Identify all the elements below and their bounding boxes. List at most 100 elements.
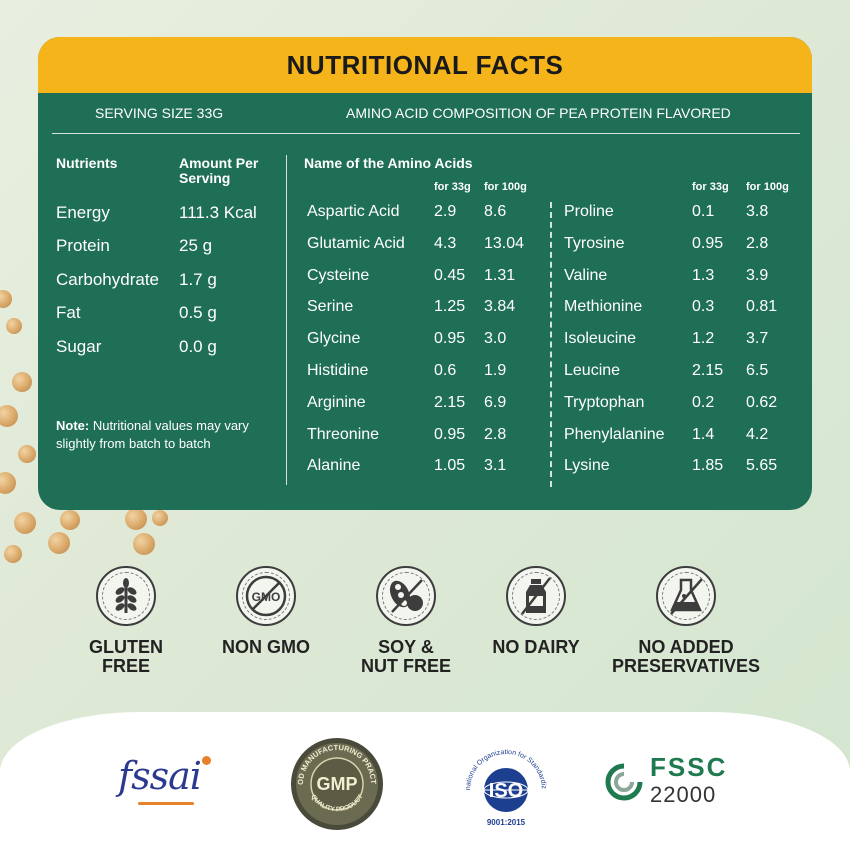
flask-icon <box>656 566 716 626</box>
batch-note: Note: Nutritional values may vary slight… <box>56 418 249 451</box>
amino-value-100g: 2.8 <box>746 235 769 252</box>
amino-acid-name: Serine <box>307 298 354 315</box>
amino-value-100g: 3.9 <box>746 267 769 284</box>
amino-value-100g: 0.81 <box>746 298 778 315</box>
amino-value-33g: 1.2 <box>692 330 715 347</box>
amino-value-33g: 0.95 <box>434 330 466 347</box>
nutrient-value: 0.5 g <box>179 303 217 322</box>
amino-acid-name: Tryptophan <box>564 394 645 411</box>
amino-acid-name: Phenylalanine <box>564 426 665 443</box>
amino-acid-name: Arginine <box>307 394 366 411</box>
nutrient-value: 25 g <box>179 236 213 255</box>
svg-text:GMP: GMP <box>316 774 357 794</box>
svg-text:ISO: ISO <box>489 780 523 802</box>
fssai-logo: fssai <box>118 754 211 805</box>
amino-value-100g: 3.7 <box>746 330 769 347</box>
amino-value-100g: 8.6 <box>484 203 507 220</box>
amino-value-33g: 1.3 <box>692 267 715 284</box>
svg-text:GMO: GMO <box>252 590 281 604</box>
non-gmo-badge: GMO NON GMO <box>186 566 346 657</box>
gmp-logo: GOOD MANUFACTURING PRACTICE GMP QUALITY … <box>286 729 385 837</box>
amino-value-100g: 1.31 <box>484 267 516 284</box>
amino-value-100g: 5.65 <box>746 457 778 474</box>
amino-acid-name: Aspartic Acid <box>307 203 400 220</box>
nutrients-header: Nutrients <box>56 155 118 171</box>
nutrient-name: Protein <box>56 236 110 255</box>
divider <box>52 133 800 134</box>
wheat-icon <box>96 566 156 626</box>
for-100g-header: for 100g <box>484 181 527 193</box>
certifications-footer: fssai GOOD MANUFACTURING PRACTICE GMP QU… <box>0 712 850 850</box>
no-preservatives-badge: NO ADDED PRESERVATIVES <box>606 566 766 676</box>
card-header: NUTRITIONAL FACTS <box>38 37 812 93</box>
soy-nut-free-badge: SOY & NUT FREE <box>326 566 486 676</box>
amino-value-33g: 2.15 <box>434 394 466 411</box>
for-33g-header: for 33g <box>434 181 471 193</box>
nutrient-name: Fat <box>56 303 81 322</box>
amino-value-100g: 2.8 <box>484 426 507 443</box>
amino-value-33g: 0.6 <box>434 362 457 379</box>
amino-value-33g: 0.1 <box>692 203 715 220</box>
amino-value-33g: 4.3 <box>434 235 457 252</box>
amino-value-33g: 0.3 <box>692 298 715 315</box>
gmo-icon: GMO <box>236 566 296 626</box>
nutrient-name: Energy <box>56 203 110 222</box>
amino-value-33g: 1.25 <box>434 298 466 315</box>
amino-value-100g: 3.0 <box>484 330 507 347</box>
nutrient-value: 1.7 g <box>179 270 217 289</box>
amino-value-33g: 0.45 <box>434 267 466 284</box>
amount-header: Amount Per Serving <box>179 155 259 186</box>
amino-acid-name: Threonine <box>307 426 380 443</box>
amino-value-33g: 2.15 <box>692 362 724 379</box>
iso-logo: International Organization for Standardi… <box>456 735 554 837</box>
fssc-emblem-icon <box>605 763 643 801</box>
badge-label: NO ADDED PRESERVATIVES <box>611 637 761 676</box>
amino-acid-name: Lysine <box>564 457 610 474</box>
nutrient-name: Sugar <box>56 337 102 356</box>
amino-acid-heading: AMINO ACID COMPOSITION OF PEA PROTEIN FL… <box>346 105 731 121</box>
badge-label: GLUTEN FREE <box>89 637 163 676</box>
soy-nut-icon <box>376 566 436 626</box>
amino-value-100g: 6.9 <box>484 394 507 411</box>
amino-value-100g: 4.2 <box>746 426 769 443</box>
amino-acid-name: Tyrosine <box>564 235 625 252</box>
amino-acid-name: Leucine <box>564 362 621 379</box>
nutrient-value: 0.0 g <box>179 337 217 356</box>
for-100g-header: for 100g <box>746 181 789 193</box>
nutrient-value: 111.3 Kcal <box>179 203 257 222</box>
badge-label: NON GMO <box>222 637 310 657</box>
divider <box>550 202 552 487</box>
amino-value-33g: 1.85 <box>692 457 724 474</box>
amino-value-33g: 0.2 <box>692 394 715 411</box>
amino-value-33g: 1.4 <box>692 426 715 443</box>
nutrition-card: NUTRITIONAL FACTS SERVING SIZE 33G AMINO… <box>38 37 812 510</box>
badge-label: NO DAIRY <box>492 637 580 657</box>
amino-acid-name: Glutamic Acid <box>307 235 405 252</box>
gluten-free-badge: GLUTEN FREE <box>46 566 206 676</box>
amino-acid-name: Histidine <box>307 362 369 379</box>
amino-value-100g: 6.5 <box>746 362 769 379</box>
amino-value-33g: 0.95 <box>434 426 466 443</box>
fssc-logo: FSSC 22000 <box>604 752 734 812</box>
amino-acid-name: Proline <box>564 203 614 220</box>
amino-name-header: Name of the Amino Acids <box>304 155 473 171</box>
amino-value-33g: 0.95 <box>692 235 724 252</box>
amino-value-33g: 1.05 <box>434 457 466 474</box>
amino-acid-name: Glycine <box>307 330 361 347</box>
card-title: NUTRITIONAL FACTS <box>286 49 564 80</box>
milk-bottle-icon <box>506 566 566 626</box>
nutrient-name: Carbohydrate <box>56 270 160 289</box>
amino-acid-name: Methionine <box>564 298 643 315</box>
badge-label: SOY & NUT FREE <box>361 637 451 676</box>
amino-value-33g: 2.9 <box>434 203 457 220</box>
amino-acid-name: Alanine <box>307 457 361 474</box>
amino-value-100g: 3.84 <box>484 298 516 315</box>
amino-acid-name: Isoleucine <box>564 330 637 347</box>
amino-value-100g: 1.9 <box>484 362 507 379</box>
amino-acid-name: Cysteine <box>307 267 370 284</box>
amino-value-100g: 3.1 <box>484 457 507 474</box>
serving-size-label: SERVING SIZE 33G <box>95 105 224 121</box>
svg-text:9001:2015: 9001:2015 <box>487 818 526 827</box>
divider <box>286 155 287 485</box>
amino-value-100g: 13.04 <box>484 235 525 252</box>
